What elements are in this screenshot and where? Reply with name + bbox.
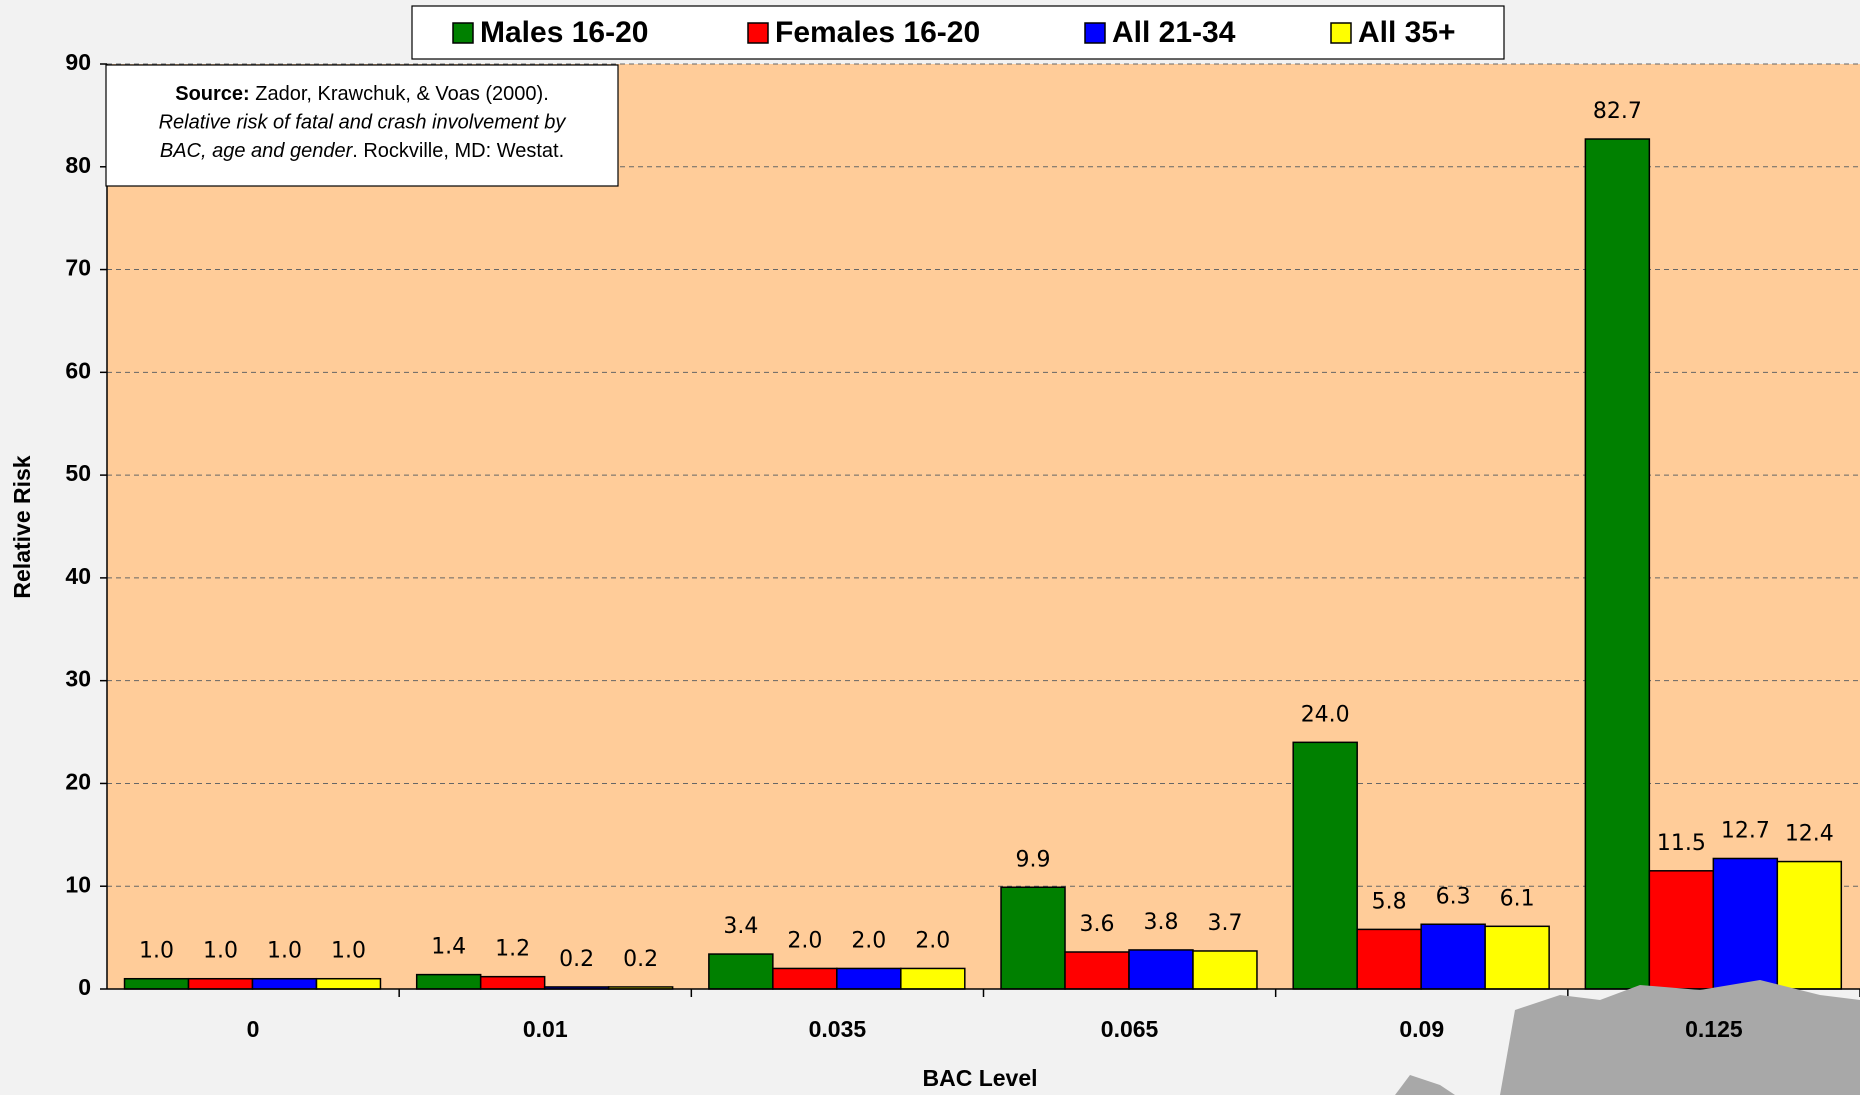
- bar: [708, 953, 774, 990]
- bar: [1356, 928, 1422, 990]
- data-label: 1.0: [139, 939, 174, 964]
- legend-label: Females 16-20: [775, 16, 980, 49]
- data-label: 9.9: [1016, 847, 1051, 872]
- data-label: 12.4: [1785, 822, 1834, 847]
- bar: [1192, 950, 1258, 990]
- legend-swatch: [1330, 22, 1352, 44]
- bar: [1648, 870, 1715, 990]
- grid: [100, 63, 1860, 997]
- legend-label: All 35+: [1358, 16, 1456, 49]
- decoration: [1500, 980, 1860, 1095]
- y-tick-label: 80: [65, 152, 91, 178]
- bar: [900, 967, 966, 990]
- legend-label: All 21-34: [1112, 16, 1236, 49]
- bar: [251, 977, 318, 990]
- annotation: BAC, age and gender. Rockville, MD: West…: [160, 140, 564, 162]
- data-label: 82.7: [1593, 99, 1642, 124]
- legend-items: Males 16-20 Females 16-20 All 21-34 All 35+: [452, 16, 1456, 49]
- bar: [1292, 741, 1358, 990]
- bar: [1776, 860, 1843, 990]
- data-label: 2.0: [851, 928, 886, 953]
- data-label: 3.7: [1207, 911, 1242, 936]
- data-label: 2.0: [915, 928, 950, 953]
- data-label: 3.8: [1143, 910, 1178, 935]
- data-label: 24.0: [1301, 702, 1350, 727]
- x-tick-label: 0.035: [809, 1016, 867, 1042]
- annotation-box: [105, 64, 619, 187]
- bar: [1064, 951, 1130, 990]
- plot-area: [107, 64, 1860, 989]
- bar: [772, 967, 838, 990]
- bars: 1.0 1.0 1.0 1.0 1.4 1.2 0.2 0.2 3.4 2.0 2.0 2.0 9.9 3…: [123, 99, 1843, 990]
- legend: [411, 5, 1505, 60]
- decoration: [1395, 1075, 1455, 1095]
- bar: [415, 973, 482, 990]
- bar: [1484, 925, 1550, 990]
- y-tick-label: 0: [78, 974, 91, 1000]
- bar: [1584, 138, 1651, 990]
- bar: [123, 977, 190, 990]
- x-tick-label: 0.125: [1685, 1016, 1743, 1042]
- bar: [1000, 886, 1066, 990]
- data-label: 11.5: [1657, 831, 1706, 856]
- data-label: 3.4: [723, 914, 758, 939]
- data-label: 6.3: [1436, 884, 1471, 909]
- data-label: 1.2: [495, 937, 530, 962]
- data-label: 5.8: [1372, 889, 1407, 914]
- bar: [315, 977, 382, 990]
- y-tick-label: 10: [65, 871, 91, 897]
- bar: [836, 967, 902, 990]
- x-tick-label: 0.065: [1101, 1016, 1159, 1042]
- bar: [479, 975, 546, 990]
- legend-swatch: [452, 22, 474, 44]
- data-label: 6.1: [1500, 886, 1535, 911]
- data-label: 0.2: [623, 947, 658, 972]
- bar: [1712, 857, 1779, 990]
- x-tick-label: 0.09: [1399, 1016, 1444, 1042]
- data-label: 1.0: [267, 939, 302, 964]
- annotation: Source: Zador, Krawchuk, & Voas (2000).: [175, 83, 549, 105]
- y-tick-label: 90: [65, 49, 91, 75]
- x-tick-label: 0.01: [523, 1016, 568, 1042]
- data-label: 1.4: [431, 935, 466, 960]
- data-label: 3.6: [1080, 912, 1115, 937]
- bar: [1420, 923, 1486, 990]
- legend-swatch: [747, 22, 769, 44]
- bar: [1128, 949, 1194, 990]
- y-tick-label: 30: [65, 666, 91, 692]
- y-tick-label: 60: [65, 357, 91, 383]
- x-axis-label: BAC Level: [922, 1065, 1037, 1091]
- annotation: Relative risk of fatal and crash involve…: [159, 111, 567, 133]
- y-axis-label: Relative Risk: [9, 455, 35, 598]
- data-label: 12.7: [1721, 818, 1770, 843]
- y-tick-label: 20: [65, 769, 91, 795]
- legend-swatch: [1084, 22, 1106, 44]
- y-tick-label: 70: [65, 255, 91, 281]
- data-label: 1.0: [331, 939, 366, 964]
- data-label: 2.0: [787, 928, 822, 953]
- bar: [187, 977, 254, 990]
- y-tick-label: 50: [65, 460, 91, 486]
- data-label: 0.2: [559, 947, 594, 972]
- y-tick-label: 40: [65, 563, 91, 589]
- x-tick-label: 0: [247, 1016, 260, 1042]
- legend-label: Males 16-20: [480, 16, 648, 49]
- data-label: 1.0: [203, 939, 238, 964]
